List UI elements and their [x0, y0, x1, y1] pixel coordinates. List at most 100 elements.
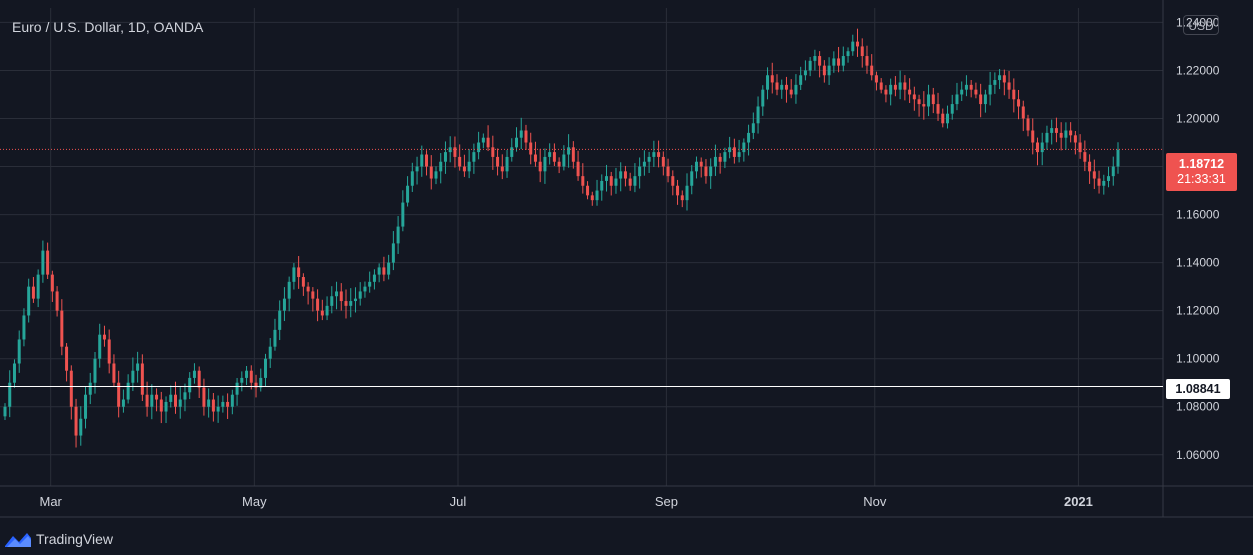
candle-body[interactable]	[102, 334, 106, 340]
candle-body[interactable]	[510, 147, 514, 157]
candle-body[interactable]	[964, 84, 968, 90]
candle-body[interactable]	[207, 399, 211, 407]
candle-body[interactable]	[155, 394, 159, 400]
candle-body[interactable]	[1054, 128, 1058, 133]
candle-body[interactable]	[396, 226, 400, 244]
candle-body[interactable]	[846, 51, 850, 57]
candle-body[interactable]	[543, 156, 547, 172]
candle-body[interactable]	[519, 130, 523, 138]
candle-body[interactable]	[784, 84, 788, 90]
candle-body[interactable]	[74, 406, 78, 436]
candle-body[interactable]	[571, 147, 575, 162]
candle-body[interactable]	[60, 310, 64, 347]
candle-body[interactable]	[576, 161, 580, 177]
candle-body[interactable]	[159, 399, 163, 412]
candle-body[interactable]	[1111, 166, 1115, 177]
candle-body[interactable]	[770, 75, 774, 83]
candle-body[interactable]	[254, 382, 258, 388]
candle-body[interactable]	[761, 89, 765, 107]
candle-body[interactable]	[3, 406, 7, 417]
candle-body[interactable]	[856, 41, 860, 47]
candle-body[interactable]	[581, 176, 585, 186]
candle-body[interactable]	[420, 154, 424, 167]
candle-body[interactable]	[1040, 142, 1044, 153]
candle-body[interactable]	[922, 104, 926, 107]
candle-body[interactable]	[737, 152, 741, 157]
candle-body[interactable]	[36, 274, 40, 299]
candle-body[interactable]	[936, 104, 940, 114]
candle-body[interactable]	[562, 154, 566, 167]
candle-body[interactable]	[694, 161, 698, 172]
candle-body[interactable]	[595, 190, 599, 201]
candle-body[interactable]	[851, 41, 855, 52]
candle-body[interactable]	[917, 99, 921, 105]
candle-body[interactable]	[491, 147, 495, 157]
candle-body[interactable]	[12, 363, 16, 383]
candle-body[interactable]	[1007, 82, 1011, 90]
candle-body[interactable]	[628, 178, 632, 186]
candle-body[interactable]	[557, 161, 561, 167]
candle-body[interactable]	[429, 166, 433, 179]
candle-body[interactable]	[960, 89, 964, 95]
candle-body[interactable]	[680, 195, 684, 201]
candle-body[interactable]	[358, 291, 362, 299]
candle-body[interactable]	[1021, 106, 1025, 119]
candle-body[interactable]	[197, 370, 201, 388]
candle-body[interactable]	[619, 171, 623, 179]
candle-body[interactable]	[325, 305, 329, 316]
candle-body[interactable]	[870, 65, 874, 76]
candle-body[interactable]	[282, 298, 286, 311]
candle-body[interactable]	[974, 89, 978, 95]
candle-body[interactable]	[434, 171, 438, 179]
candle-body[interactable]	[1035, 142, 1039, 153]
candle-body[interactable]	[69, 370, 73, 407]
candle-body[interactable]	[879, 82, 883, 90]
candle-body[interactable]	[183, 392, 187, 400]
candle-body[interactable]	[240, 377, 244, 383]
candle-body[interactable]	[453, 147, 457, 157]
candle-body[interactable]	[55, 291, 59, 311]
candle-body[interactable]	[150, 394, 154, 407]
candle-body[interactable]	[387, 262, 391, 275]
candle-body[interactable]	[998, 75, 1002, 81]
currency-label[interactable]: USD	[1183, 15, 1219, 35]
candle-body[interactable]	[1078, 142, 1082, 153]
candle-body[interactable]	[803, 70, 807, 76]
candle-body[interactable]	[1012, 89, 1016, 100]
candle-body[interactable]	[604, 176, 608, 181]
candle-body[interactable]	[368, 281, 372, 287]
candle-body[interactable]	[1073, 135, 1077, 143]
candle-body[interactable]	[391, 243, 395, 263]
candle-body[interactable]	[216, 406, 220, 412]
candle-body[interactable]	[1031, 130, 1035, 143]
candle-body[interactable]	[477, 142, 481, 153]
candle-body[interactable]	[335, 291, 339, 297]
candle-body[interactable]	[1017, 99, 1021, 107]
candle-body[interactable]	[827, 65, 831, 76]
candle-body[interactable]	[472, 152, 476, 162]
candle-body[interactable]	[330, 296, 334, 306]
candle-body[interactable]	[642, 161, 646, 167]
candle-body[interactable]	[1116, 149, 1120, 167]
candle-body[interactable]	[41, 250, 45, 275]
candle-body[interactable]	[363, 286, 367, 292]
candle-body[interactable]	[666, 166, 670, 177]
candle-body[interactable]	[945, 113, 949, 124]
candle-body[interactable]	[950, 104, 954, 114]
candle-body[interactable]	[931, 94, 935, 105]
candle-body[interactable]	[552, 152, 556, 162]
candle-body[interactable]	[818, 56, 822, 66]
candle-body[interactable]	[107, 339, 111, 364]
candle-body[interactable]	[297, 267, 301, 278]
candle-body[interactable]	[652, 152, 656, 157]
candle-body[interactable]	[505, 156, 509, 172]
candle-body[interactable]	[320, 310, 324, 316]
candle-body[interactable]	[292, 267, 296, 282]
candle-body[interactable]	[751, 123, 755, 133]
candle-body[interactable]	[699, 161, 703, 167]
candle-body[interactable]	[766, 75, 770, 90]
candle-body[interactable]	[79, 418, 83, 436]
tradingview-branding[interactable]: TradingView	[4, 528, 113, 550]
candle-body[interactable]	[22, 315, 26, 340]
candle-body[interactable]	[230, 394, 234, 407]
